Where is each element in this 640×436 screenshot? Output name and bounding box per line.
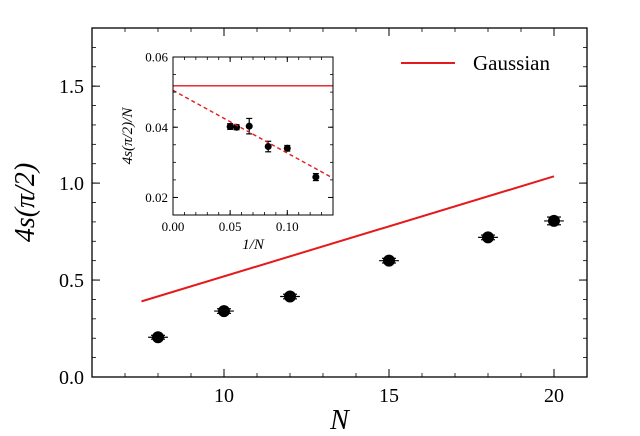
data-point — [383, 254, 395, 267]
x-tick-label: 15 — [379, 385, 399, 407]
data-point — [284, 290, 296, 303]
legend-gaussian-label: Gaussian — [473, 51, 550, 75]
data-point — [548, 214, 560, 227]
x-tick-label: 0.00 — [162, 219, 185, 234]
x-tick-label: 20 — [544, 385, 564, 407]
data-point — [482, 231, 494, 244]
data-point — [245, 122, 253, 130]
fit-line — [172, 89, 334, 179]
y-tick-label: 0.04 — [145, 120, 168, 135]
inset-chart: 0.00 0.05 0.10 0.02 0.04 0.06 1/N 4s(π/2)/N — [120, 50, 334, 253]
y-tick-label: 0.06 — [145, 50, 168, 65]
main-axis-ticks: 10 15 20 0.0 0.5 1.0 1.5 — [59, 27, 588, 407]
inset-x-axis-label: 1/N — [242, 237, 265, 253]
data-point — [283, 144, 291, 152]
inset-y-axis-label: 4s(π/2)/N — [120, 107, 136, 165]
data-point — [152, 331, 164, 344]
inset-background — [173, 57, 333, 215]
data-point — [312, 173, 320, 181]
main-x-axis-label: N — [329, 405, 350, 436]
main-chart: 10 15 20 0.0 0.5 1.0 1.5 N 4s(π/2) Gaussian — [10, 27, 588, 436]
legend: Gaussian — [401, 51, 550, 75]
x-tick-label: 0.10 — [276, 219, 299, 234]
data-point — [264, 143, 272, 151]
main-series-group — [141, 175, 564, 344]
y-tick-label: 0.02 — [145, 190, 168, 205]
data-point — [218, 305, 230, 318]
data-point — [233, 123, 241, 131]
gaussian-line — [141, 175, 555, 303]
data-point — [226, 123, 234, 131]
y-tick-label: 1.5 — [59, 76, 84, 98]
x-tick-label: 10 — [214, 385, 234, 407]
y-tick-label: 1.0 — [59, 173, 84, 195]
inset-series-group — [172, 85, 334, 182]
x-tick-label: 0.05 — [219, 219, 242, 234]
inset-axis-ticks: 0.00 0.05 0.10 0.02 0.04 0.06 — [145, 50, 334, 234]
y-tick-label: 0.0 — [59, 367, 84, 389]
y-tick-label: 0.5 — [59, 270, 84, 292]
main-y-axis-label: 4s(π/2) — [10, 163, 41, 242]
